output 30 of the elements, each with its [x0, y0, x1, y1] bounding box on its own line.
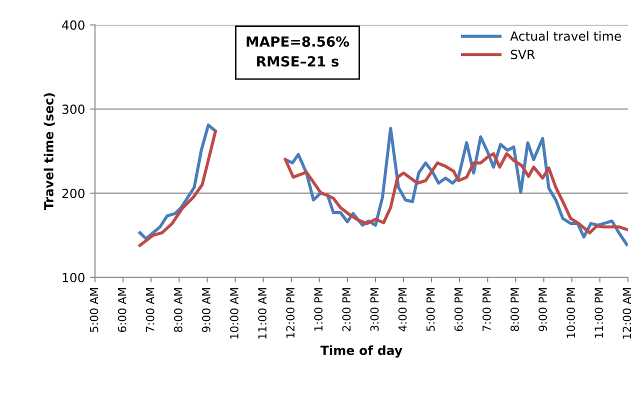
x-tick-label: 11:00 AM — [258, 288, 267, 339]
x-tick-label: 5:00 PM — [426, 288, 435, 332]
x-tick-label: 7:00 AM — [146, 288, 154, 332]
x-tick-label: 9:00 AM — [202, 288, 210, 332]
x-tick-label: 1:00 PM — [314, 288, 323, 331]
x-tick-label: 6:00 AM — [118, 288, 126, 332]
x-tick-label: 11:00 PM — [594, 288, 604, 338]
x-tick-label: 3:00 PM — [370, 288, 379, 332]
y-tick-label: 400 — [62, 20, 84, 30]
x-tick-label: 12:00 AM — [622, 288, 632, 339]
y-tick-label: 100 — [62, 272, 84, 282]
legend-label: SVR — [510, 50, 535, 60]
x-tick-label: 9:00 PM — [538, 288, 547, 332]
x-axis-title: Time of day — [320, 345, 402, 358]
y-tick-label: 300 — [62, 104, 84, 114]
x-tick-label: 4:00 PM — [398, 288, 407, 332]
y-tick-label: 200 — [62, 188, 84, 198]
y-axis-title: Travel time (sec) — [44, 93, 55, 210]
x-tick-label: 2:00 PM — [342, 288, 351, 332]
x-tick-label: 8:00 PM — [510, 288, 519, 332]
annotation: MAPE=8.56% — [246, 36, 350, 47]
x-tick-label: 12:00 PM — [286, 288, 295, 338]
x-tick-label: 8:00 AM — [174, 288, 182, 332]
annotation: RMSE–21 s — [257, 56, 339, 67]
x-tick-label: 7:00 PM — [482, 288, 491, 331]
x-tick-label: 5:00 AM — [90, 288, 98, 332]
x-tick-label: 6:00 PM — [454, 288, 463, 332]
x-tick-label: 10:00 AM — [230, 288, 238, 339]
legend-label: Actual travel time — [510, 31, 621, 41]
x-tick-label: 10:00 PM — [566, 288, 576, 338]
